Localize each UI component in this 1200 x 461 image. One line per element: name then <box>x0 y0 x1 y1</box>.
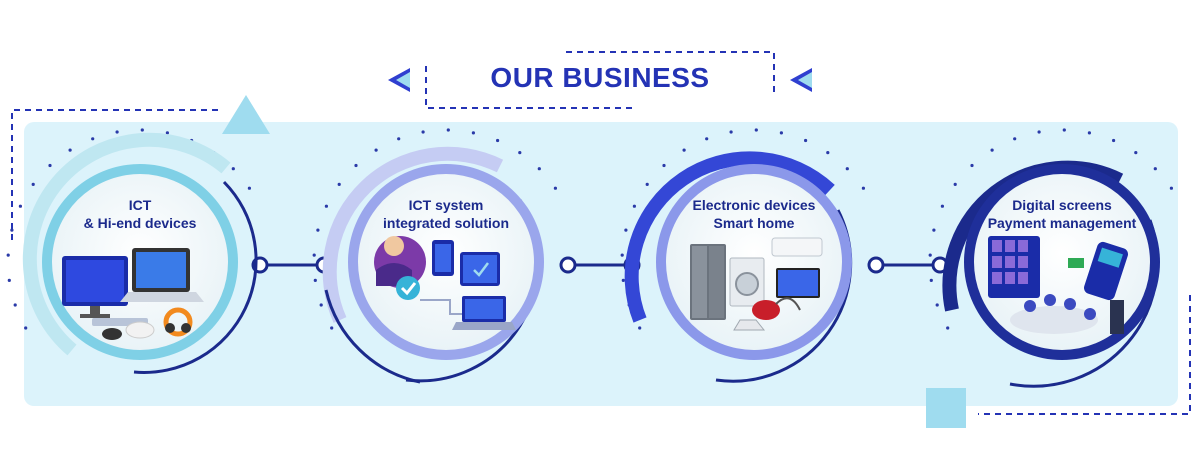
home-appliances-illustration <box>690 237 823 331</box>
decorative-dot <box>115 130 119 134</box>
decorative-dot <box>662 163 666 168</box>
decorative-dot <box>397 137 401 141</box>
decorative-dot <box>729 130 733 134</box>
segment-4-line-2: Payment management <box>987 215 1137 231</box>
decorative-dot <box>705 137 709 141</box>
decorative-dot <box>935 303 939 307</box>
dashed-frame-left <box>11 109 222 240</box>
decorative-dot <box>31 182 35 186</box>
segment-1-line-1: ICT <box>128 197 152 213</box>
decorative-dot <box>319 303 323 307</box>
dashed-title-frame-right <box>566 51 775 96</box>
decorative-dot <box>990 148 994 152</box>
segment-2-line-2: integrated solution <box>383 215 509 231</box>
decorative-dot <box>518 151 522 155</box>
segment-4-line-1: Digital screens <box>1012 197 1112 213</box>
decorative-dot <box>804 138 808 143</box>
decorative-dot <box>861 186 866 190</box>
decorative-dot <box>10 228 14 232</box>
segment-1-line-2: & Hi-end devices <box>83 215 197 231</box>
decorative-dot <box>1112 138 1116 143</box>
square-decoration <box>926 388 966 428</box>
decorative-dot <box>312 253 316 257</box>
page-title: OUR BUSINESS <box>490 62 710 93</box>
decorative-dot <box>247 186 251 190</box>
triangle-decoration <box>222 95 270 134</box>
decorative-dot <box>18 204 22 208</box>
decorative-dot <box>946 326 950 330</box>
decorative-dot <box>754 128 758 132</box>
computer-devices-illustration <box>62 248 204 340</box>
decorative-dot <box>1153 167 1157 171</box>
decorative-dot <box>324 204 328 208</box>
decorative-dot <box>928 253 932 257</box>
dashed-title-frame-left <box>425 66 636 109</box>
decorative-dot <box>1037 130 1041 134</box>
decorative-dot <box>6 253 10 257</box>
integrated-solution-illustration <box>374 236 516 330</box>
decorative-dot <box>682 148 686 152</box>
decorative-dot <box>330 326 334 330</box>
segment-3-line-1: Electronic devices <box>692 197 816 213</box>
decorative-dot <box>374 148 378 152</box>
decorative-dot <box>7 278 11 282</box>
segment-2-line-1: ICT system <box>408 197 484 213</box>
double-arrow-left-icon <box>388 68 410 92</box>
segment-2-label: ICT system integrated solution <box>361 196 531 232</box>
decorative-dot <box>471 131 475 135</box>
decorative-dot <box>645 182 649 186</box>
segment-4-label: Digital screens Payment management <box>977 196 1147 232</box>
decorative-dot <box>140 128 144 132</box>
decorative-dot <box>313 278 317 282</box>
decorative-dot <box>316 228 320 232</box>
decorative-dot <box>1062 128 1066 132</box>
decorative-dot <box>553 186 558 190</box>
decorative-dot <box>68 148 72 152</box>
decorative-dot <box>940 204 945 208</box>
decorative-dot <box>91 137 95 141</box>
decorative-dot <box>337 182 341 186</box>
decorative-dot <box>496 138 500 143</box>
decorative-dot <box>446 128 450 132</box>
segment-1-label: ICT & Hi-end devices <box>55 196 225 232</box>
segment-3-label: Electronic devices Smart home <box>669 196 839 232</box>
dotted-arcs <box>6 128 1173 330</box>
decorative-dot <box>165 131 169 135</box>
decorative-dot <box>13 303 17 307</box>
decorative-dot <box>354 163 358 168</box>
decorative-dot <box>1087 131 1091 135</box>
decorative-dot <box>929 278 933 282</box>
decorative-dot <box>1134 151 1138 155</box>
decorative-dot <box>970 163 974 168</box>
decorative-dot <box>231 167 235 171</box>
decorative-dot <box>845 167 849 171</box>
decorative-dot <box>1013 137 1017 141</box>
payment-meeting-illustration <box>988 236 1128 334</box>
decorative-dot <box>953 182 957 186</box>
decorative-dot <box>826 151 830 155</box>
decorative-dot <box>421 130 425 134</box>
decorative-dot <box>632 204 637 208</box>
double-arrow-right-icon <box>790 68 812 92</box>
decorative-dot <box>779 131 784 135</box>
decorative-dot <box>932 228 936 232</box>
decorative-dot <box>638 326 642 330</box>
decorative-dot <box>624 228 628 232</box>
segment-3-line-2: Smart home <box>713 215 795 231</box>
decorative-dot <box>620 253 624 257</box>
decorative-dot <box>48 163 52 168</box>
decorative-dot <box>537 167 541 171</box>
decorative-dot <box>1169 186 1173 190</box>
decorative-dot <box>24 326 28 330</box>
decorative-dot <box>621 278 625 282</box>
